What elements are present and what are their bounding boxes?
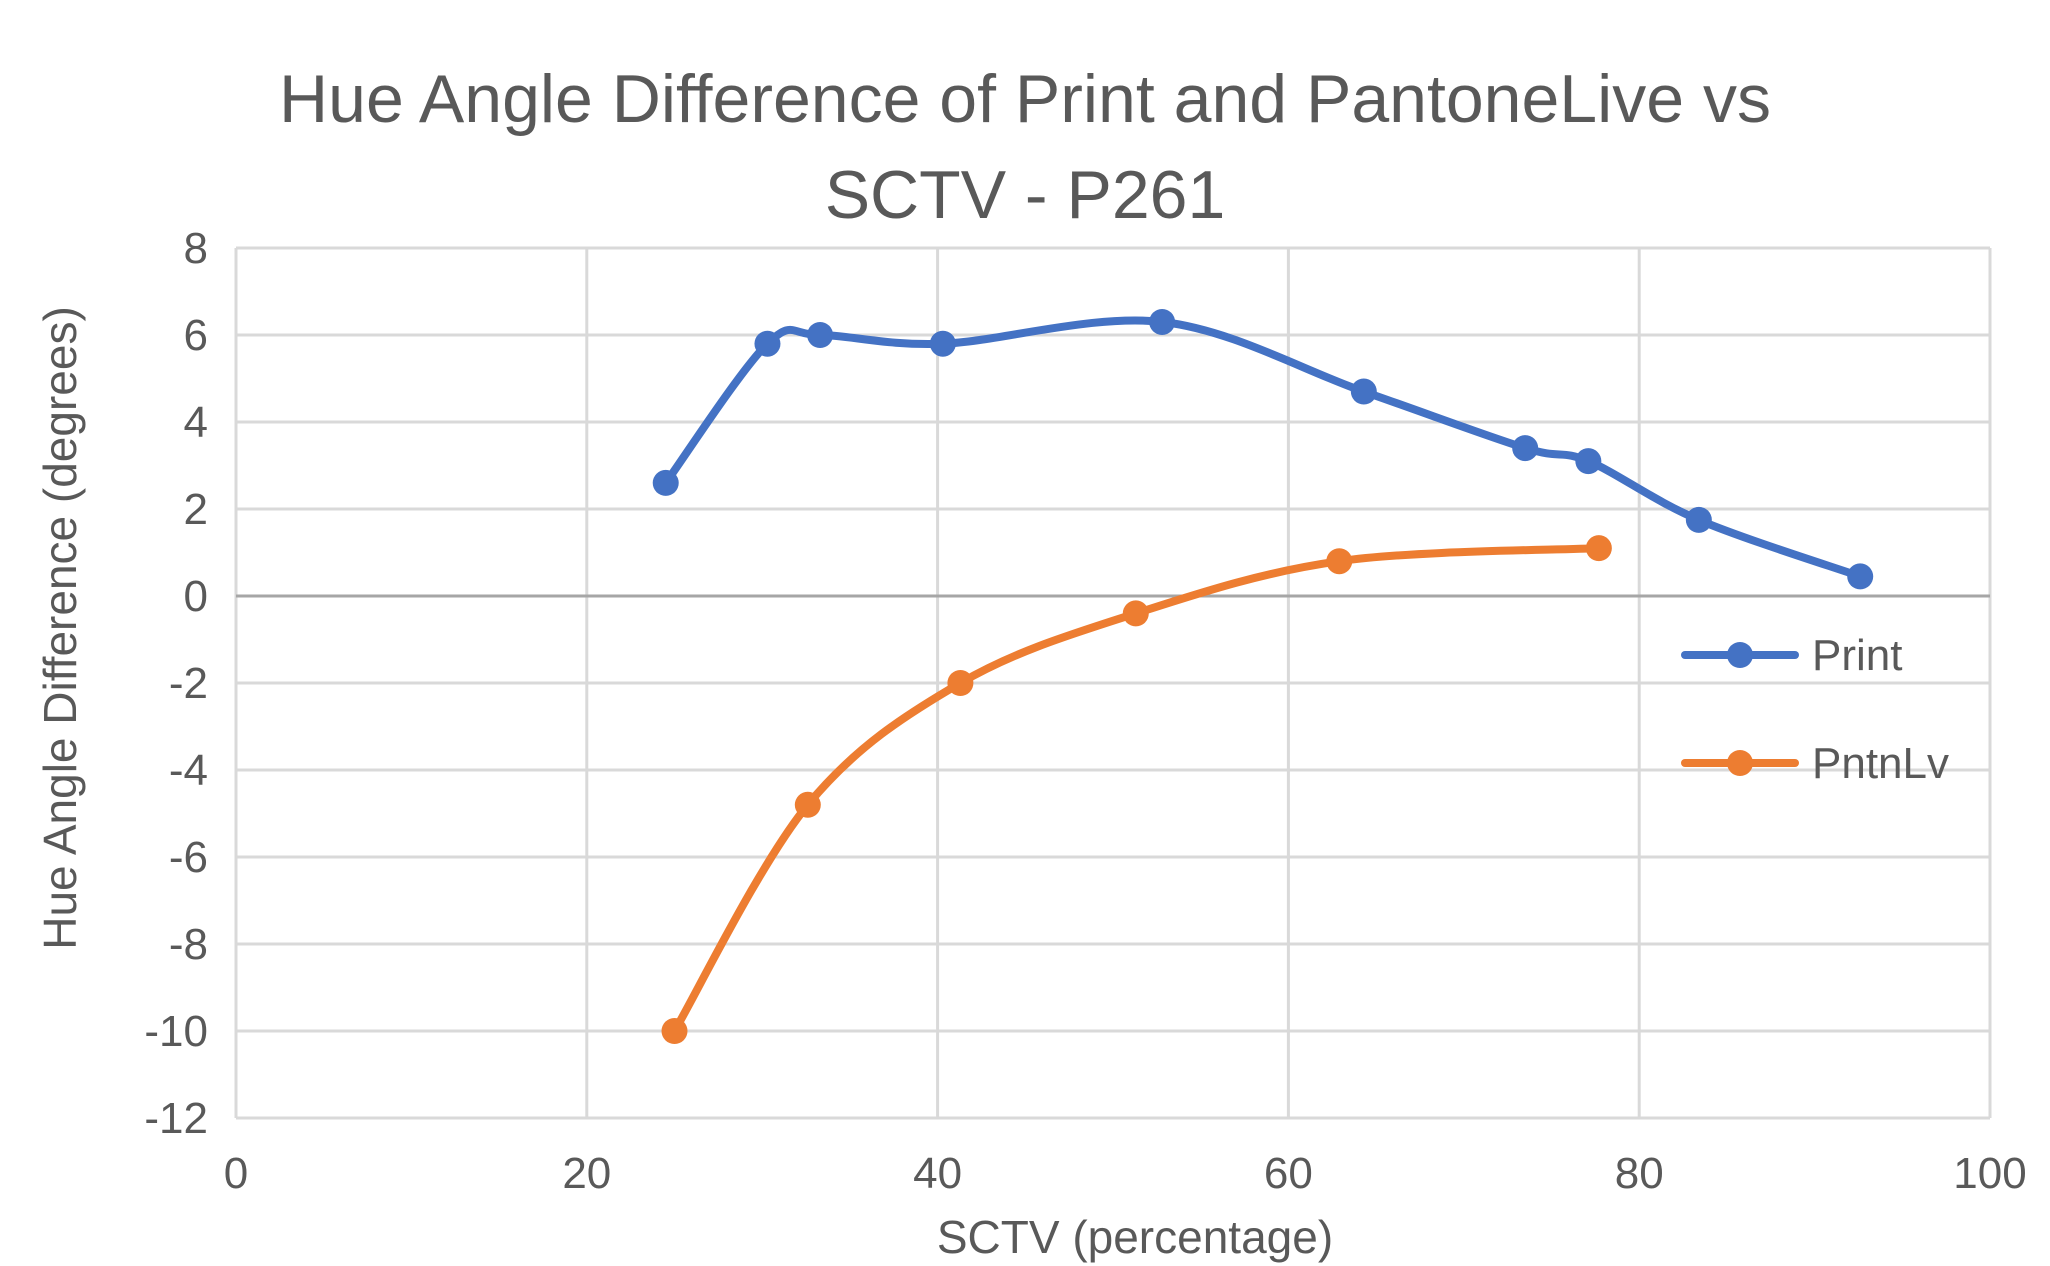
y-tick-label: -4 <box>169 746 208 795</box>
data-point-pntnlv <box>1122 600 1149 627</box>
y-axis-title: Hue Angle Difference (degrees) <box>34 306 86 950</box>
chart-title-line-2: SCTV - P261 <box>825 157 1226 233</box>
legend-label: PntnLv <box>1812 739 1949 788</box>
data-point-print <box>652 469 679 496</box>
series-print <box>652 308 1874 590</box>
y-tick-label: 0 <box>184 572 208 621</box>
chart-title-line-1: Hue Angle Difference of Print and Panton… <box>279 61 1771 137</box>
y-tick-label: -10 <box>144 1007 208 1056</box>
y-tick-label: -12 <box>144 1094 208 1143</box>
x-tick-label: 20 <box>562 1149 611 1198</box>
x-tick-label: 40 <box>913 1149 962 1198</box>
y-tick-label: -2 <box>169 659 208 708</box>
data-point-print <box>1350 378 1377 405</box>
data-point-pntnlv <box>661 1018 688 1044</box>
series-pntnlv <box>661 535 1612 1044</box>
y-tick-label: 2 <box>184 485 208 534</box>
data-point-pntnlv <box>1585 535 1612 562</box>
y-tick-label: 8 <box>184 224 208 273</box>
data-point-print <box>1847 563 1874 590</box>
data-point-print <box>929 330 956 357</box>
gridlines <box>234 246 1992 1120</box>
data-point-print <box>754 330 781 357</box>
y-tick-label: 6 <box>184 311 208 360</box>
y-tick-label: -8 <box>169 920 208 969</box>
legend: Print PntnLv <box>1681 631 1949 788</box>
legend-item-pntnlv: PntnLv <box>1681 739 1949 788</box>
data-point-print <box>1512 435 1539 462</box>
series-line-print <box>661 316 1865 581</box>
data-point-pntnlv <box>947 670 974 696</box>
legend-label: Print <box>1812 631 1902 680</box>
x-tick-label: 80 <box>1615 1149 1664 1198</box>
y-tick-label: -6 <box>169 833 208 882</box>
data-point-print <box>1149 308 1176 335</box>
x-axis-title: SCTV (percentage) <box>937 1211 1333 1263</box>
data-point-print <box>1575 448 1602 475</box>
x-tick-label: 0 <box>224 1149 248 1198</box>
data-point-print <box>1685 506 1712 533</box>
x-tick-label: 100 <box>1953 1149 2026 1198</box>
x-tick-label: 60 <box>1264 1149 1313 1198</box>
y-tick-label: 4 <box>184 398 208 447</box>
legend-swatch-marker <box>1727 642 1753 668</box>
data-point-pntnlv <box>794 791 821 818</box>
legend-item-print: Print <box>1681 631 1902 680</box>
series <box>652 308 1874 1044</box>
series-line-pntnlv <box>670 544 1603 1035</box>
chart-title: Hue Angle Difference of Print and Panton… <box>279 61 1771 233</box>
legend-swatch-marker <box>1727 750 1753 776</box>
data-point-pntnlv <box>1326 548 1353 575</box>
data-point-print <box>807 322 834 348</box>
